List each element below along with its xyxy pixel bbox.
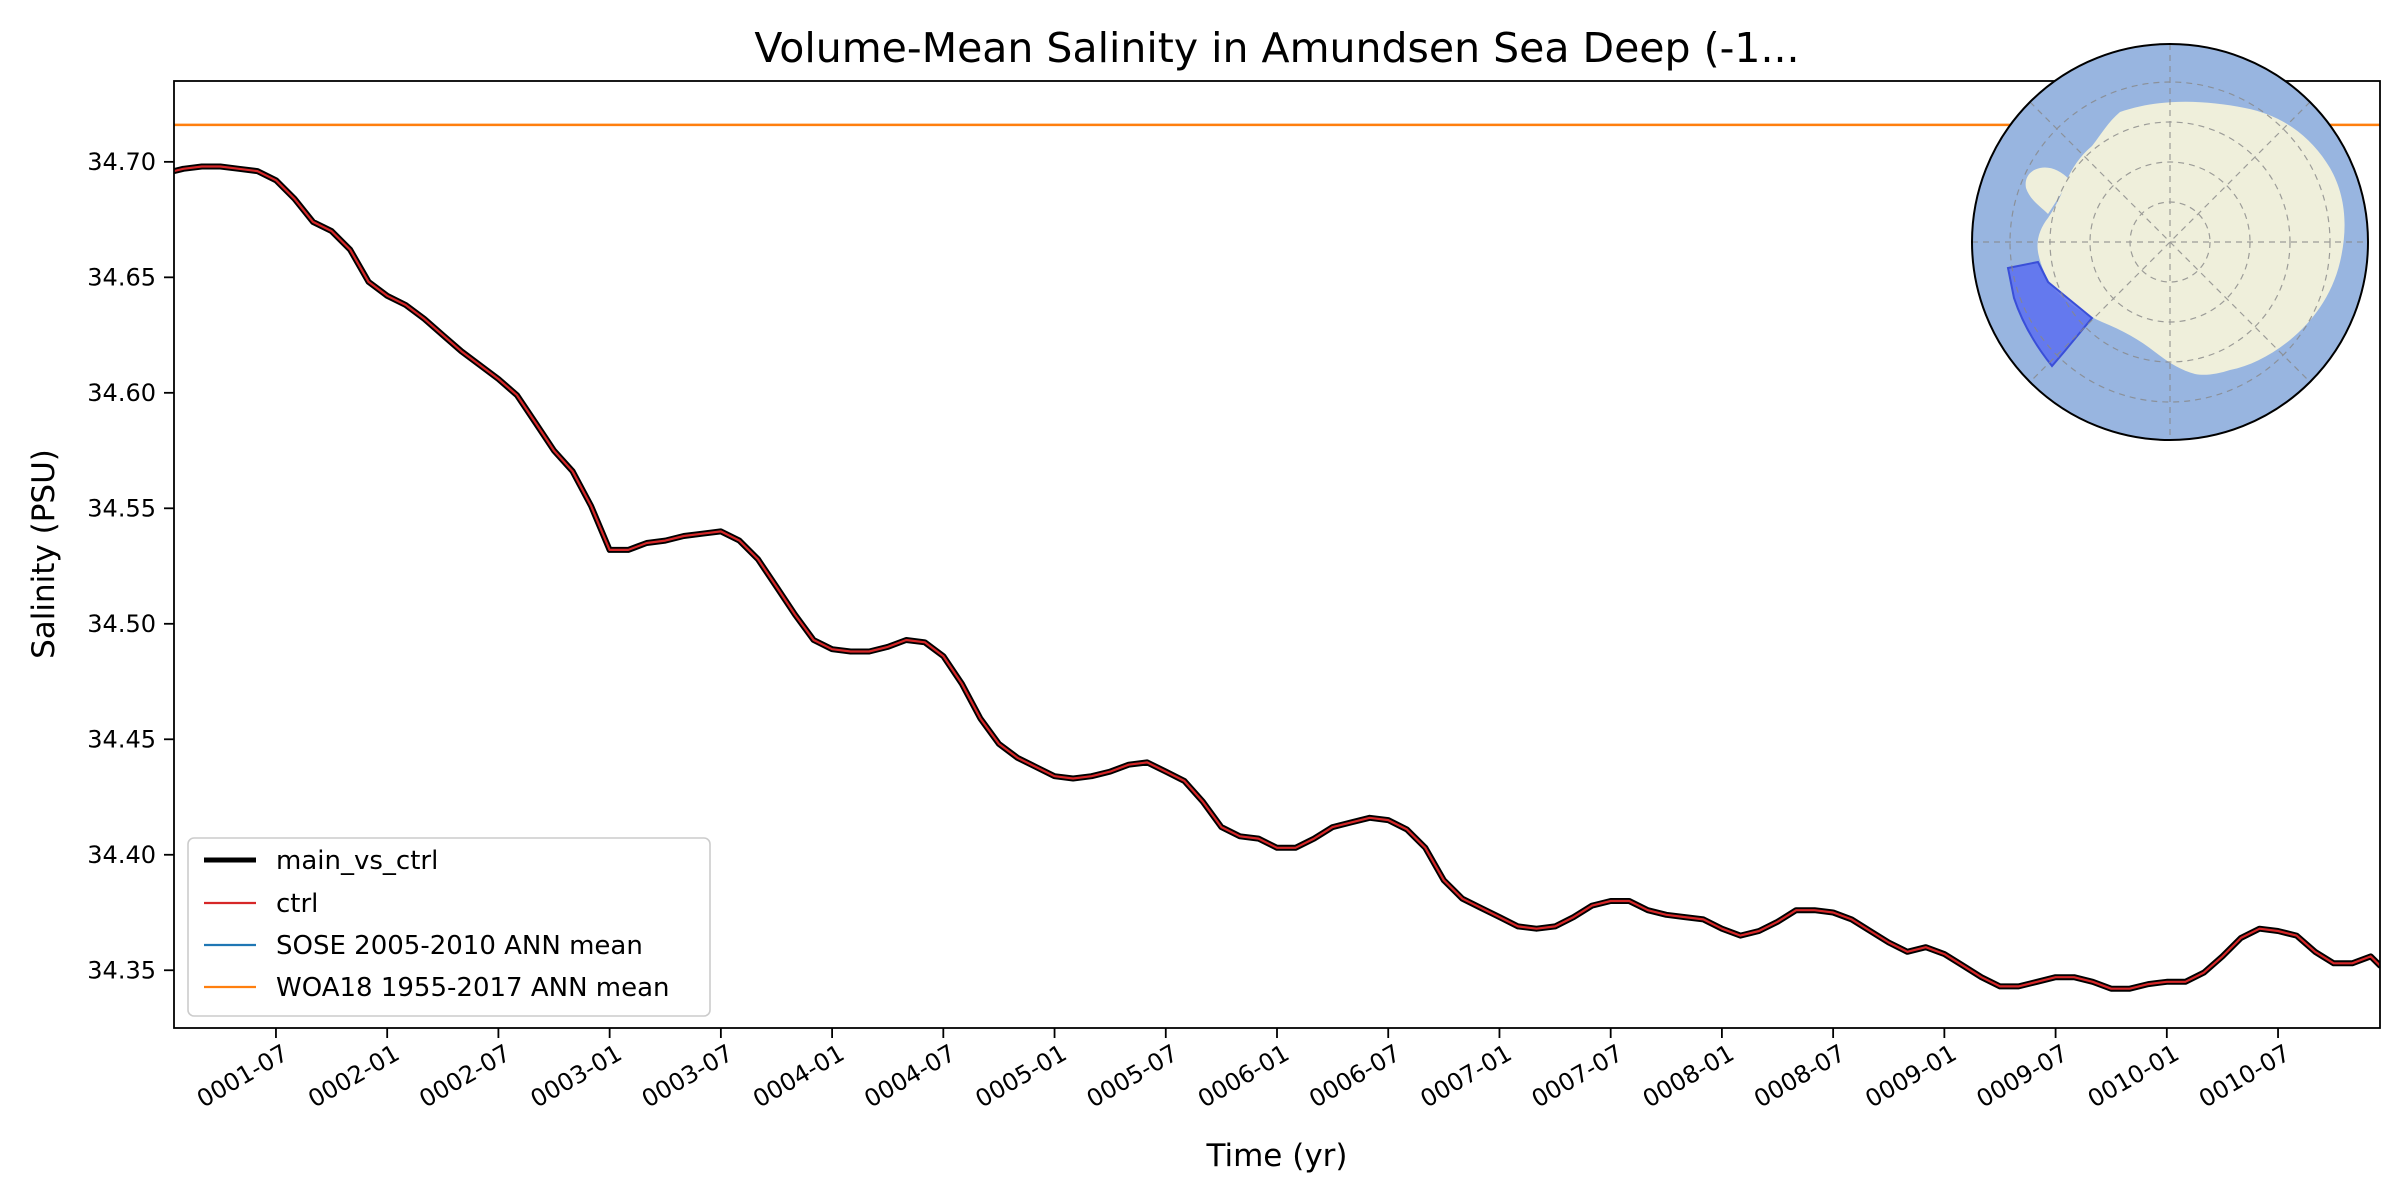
y-tick-label: 34.35 [87,956,156,984]
legend-frame [187,837,711,1017]
legend-label-ctrl: ctrl [276,889,318,919]
legend-label-sose: SOSE 2005-2010 ANN mean [276,931,643,961]
x-tick-label: 0009-07 [1972,1039,2073,1113]
y-tick-label: 34.65 [87,263,156,291]
y-tick-label: 34.45 [87,725,156,753]
inset-map-peninsula [2025,167,2070,214]
x-tick-label: 0005-07 [1082,1039,1183,1113]
x-tick-label: 0007-07 [1527,1039,1628,1113]
inset-map-amundsen-region [2006,260,2094,368]
chart-title: Volume-Mean Salinity in Amundsen Sea Dee… [754,24,1799,72]
x-tick-label: 0004-07 [859,1039,960,1113]
plot-frame [173,80,2381,1029]
x-tick-label: 0004-01 [748,1039,849,1113]
x-tick-label: 0003-07 [637,1039,738,1113]
y-axis-title: Salinity (PSU) [26,449,62,659]
legend-label-main-vs-ctrl: main_vs_ctrl [276,846,438,876]
y-tick-label: 34.55 [87,494,156,522]
series-line-ctrl [174,165,2380,990]
x-tick-label: 0006-01 [1193,1039,1294,1113]
y-tick-label: 34.60 [87,379,156,407]
inset-map-graticule [1972,44,2368,440]
x-tick-label: 0006-07 [1304,1039,1405,1113]
x-tick-label: 0008-01 [1638,1039,1739,1113]
x-tick-label: 0009-01 [1861,1039,1962,1113]
x-tick-label: 0010-01 [2083,1039,2184,1113]
y-tick-label: 34.40 [87,841,156,869]
inset-map-antarctica [2037,101,2345,375]
x-axis-ticks: 0001-07 0002-01 0002-07 0003-01 0003-07 0004-… [192,1028,2295,1113]
x-tick-label: 0002-07 [415,1039,516,1113]
legend: main_vs_ctrl ctrl SOSE 2005-2010 ANN mea… [187,837,711,1017]
legend-label-woa18: WOA18 1955-2017 ANN mean [276,973,670,1003]
x-tick-label: 0001-07 [192,1039,293,1113]
x-tick-label: 0002-01 [303,1039,404,1113]
x-tick-label: 0007-01 [1416,1039,1517,1113]
x-axis-title: Time (yr) [1206,1138,1348,1174]
x-tick-label: 0005-01 [971,1039,1072,1113]
inset-map-border [1971,43,2369,441]
y-axis-ticks: 34.35 34.40 34.45 34.50 34.55 34.60 34.65 34.70 [87,148,174,984]
y-tick-label: 34.70 [87,148,156,176]
x-tick-label: 0003-01 [526,1039,627,1113]
y-tick-label: 34.50 [87,610,156,638]
inset-map [1971,43,2369,441]
x-tick-label: 0008-07 [1749,1039,1850,1113]
x-tick-label: 0010-07 [2194,1039,2295,1113]
